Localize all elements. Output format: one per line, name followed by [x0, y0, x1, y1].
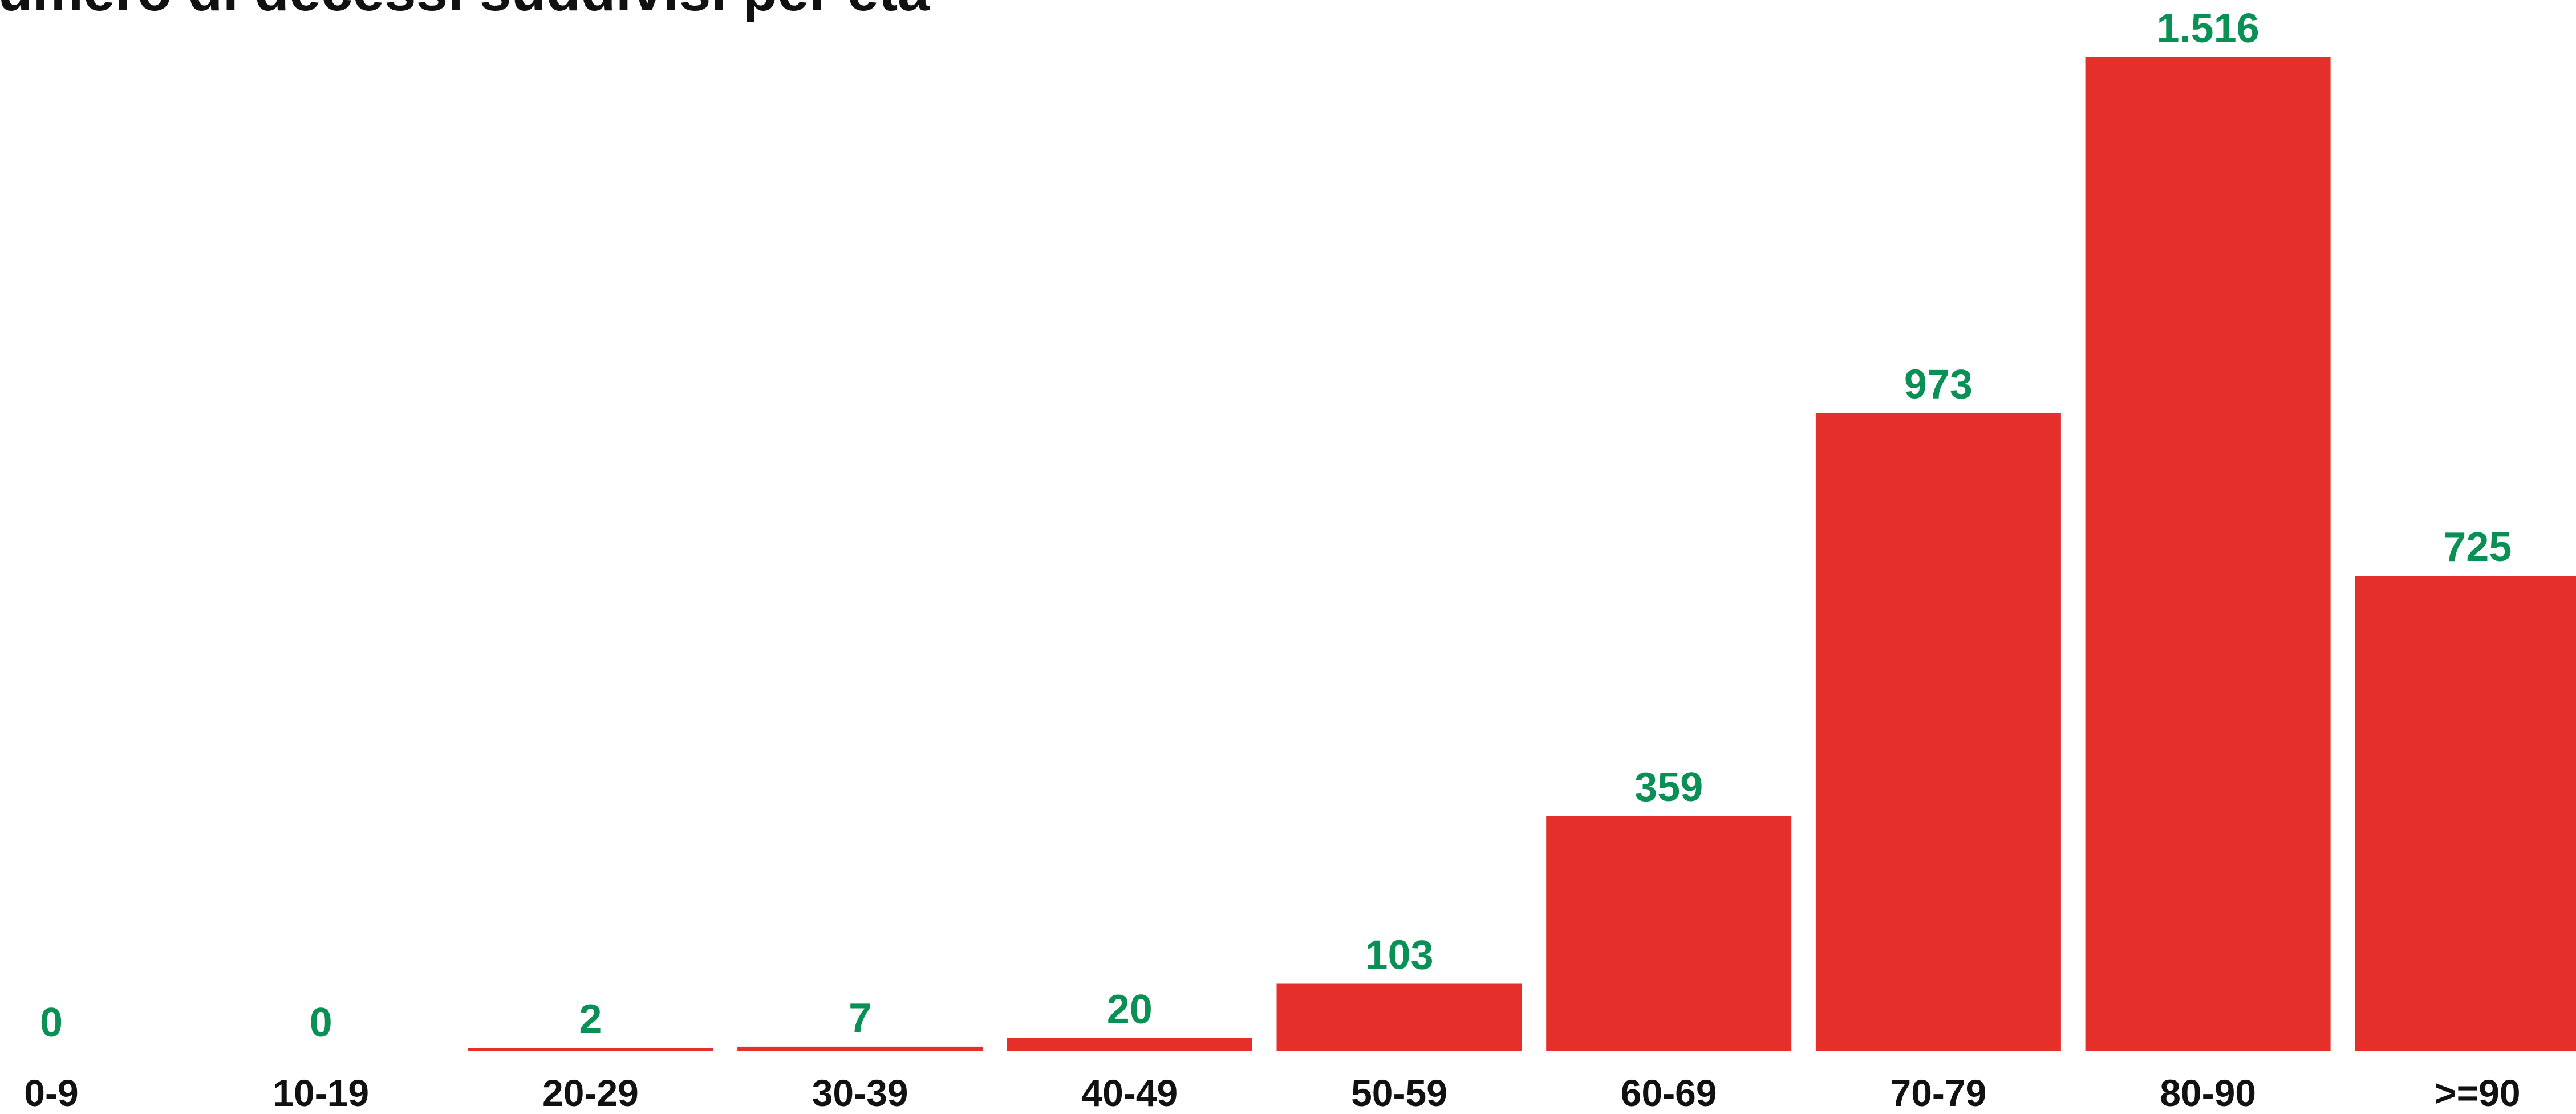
category-label-80-90: 80-90 — [2160, 1072, 2256, 1114]
bar-70-79 — [1815, 413, 2061, 1052]
value-labels-group: 0 0 2 7 20 103 359 973 1.516 725 — [40, 6, 2512, 1046]
value-label-0-9: 0 — [40, 1000, 63, 1046]
value-label-80-90: 1.516 — [2157, 6, 2259, 51]
bars-group — [468, 57, 2576, 1052]
value-label-50-59: 103 — [1365, 933, 1433, 978]
bar-20-29 — [468, 1048, 713, 1051]
category-label-50-59: 50-59 — [1351, 1072, 1447, 1114]
category-label->=90: >=90 — [2435, 1072, 2521, 1114]
value-label-10-19: 0 — [310, 1000, 332, 1046]
category-label-40-49: 40-49 — [1081, 1072, 1178, 1114]
value-label-60-69: 359 — [1634, 765, 1703, 810]
value-label-30-39: 7 — [849, 995, 871, 1041]
bar-50-59 — [1276, 983, 1522, 1051]
bar-60-69 — [1546, 816, 1792, 1051]
value-label-70-79: 973 — [1904, 362, 1973, 408]
bar-40-49 — [1007, 1038, 1252, 1051]
category-label-60-69: 60-69 — [1621, 1072, 1717, 1114]
chart-title: umero di decessi suddivisi per età — [0, 0, 930, 23]
value-label-40-49: 20 — [1107, 987, 1153, 1032]
value-label->=90: 725 — [2443, 525, 2512, 570]
bar-30-39 — [737, 1046, 983, 1051]
value-label-20-29: 2 — [579, 997, 602, 1042]
category-label-0-9: 0-9 — [24, 1072, 78, 1114]
category-label-20-29: 20-29 — [542, 1072, 639, 1114]
category-label-30-39: 30-39 — [812, 1072, 908, 1114]
bar->=90 — [2355, 576, 2576, 1051]
category-label-70-79: 70-79 — [1890, 1072, 1986, 1114]
category-labels-group: 0-9 10-19 20-29 30-39 40-49 50-59 60-69 70-79 80… — [24, 1072, 2520, 1114]
bar-80-90 — [2085, 57, 2331, 1051]
category-label-10-19: 10-19 — [273, 1072, 369, 1114]
